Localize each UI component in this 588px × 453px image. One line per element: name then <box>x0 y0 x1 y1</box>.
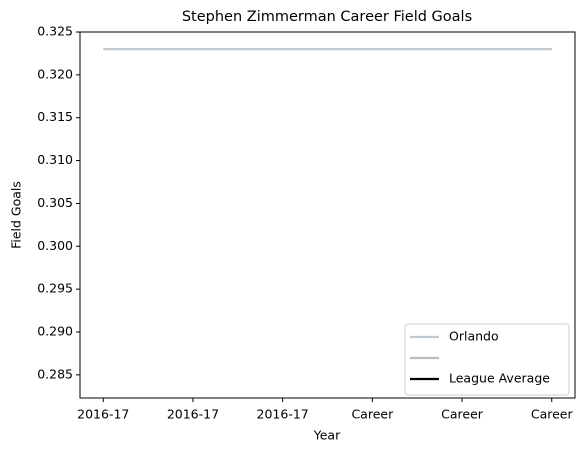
x-tick-label: 2016-17 <box>167 407 219 422</box>
y-tick-label: 0.290 <box>37 324 73 339</box>
y-tick-label: 0.295 <box>37 281 73 296</box>
x-tick-label: 2016-17 <box>257 407 309 422</box>
y-tick-label: 0.325 <box>37 24 73 39</box>
legend-label: Orlando <box>449 329 499 344</box>
x-tick-label: Career <box>441 407 484 422</box>
y-axis-label: Field Goals <box>9 181 24 249</box>
y-tick-label: 0.305 <box>37 195 73 210</box>
legend-label: League Average <box>449 371 550 386</box>
x-tick-label: Career <box>351 407 394 422</box>
legend-box <box>404 323 570 396</box>
y-tick-label: 0.310 <box>37 152 73 167</box>
x-axis-label: Year <box>313 428 341 443</box>
plot-frame <box>79 31 576 399</box>
x-tick-label: 2016-17 <box>77 407 129 422</box>
y-tick-label: 0.315 <box>37 109 73 124</box>
chart-title: Stephen Zimmerman Career Field Goals <box>182 9 472 25</box>
x-tick-label: Career <box>531 407 574 422</box>
y-tick-label: 0.320 <box>37 66 73 81</box>
y-tick-label: 0.300 <box>37 238 73 253</box>
y-tick-label: 0.285 <box>37 366 73 381</box>
